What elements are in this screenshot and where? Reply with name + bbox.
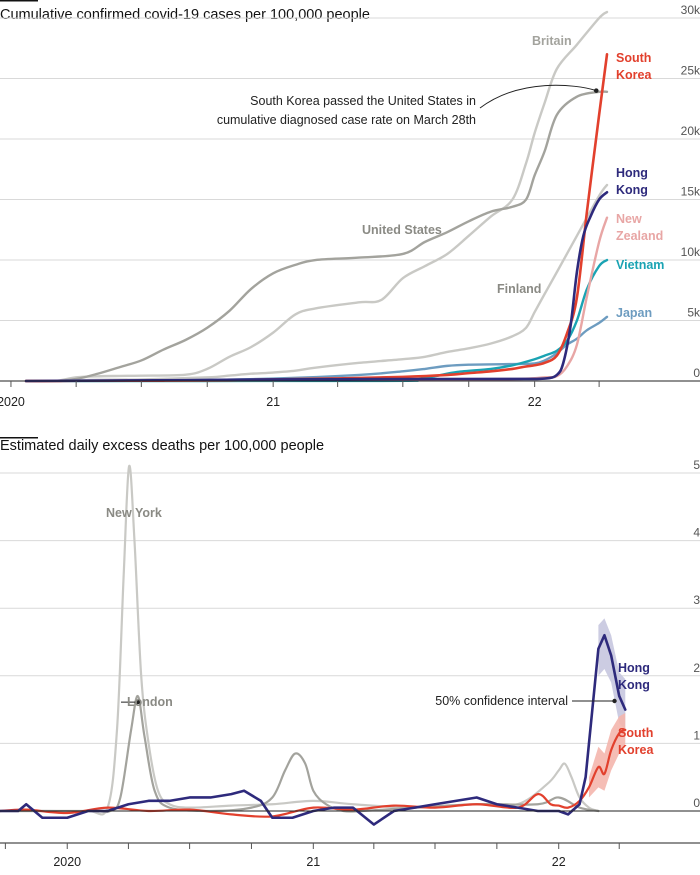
y-tick-label: 5 [693,458,700,472]
series-label-united-states: United States [362,223,442,237]
series-label-hong-kong: Hong Kong [616,166,648,197]
label-line: Korea [618,743,654,757]
x-tick-label: 2020 [53,855,81,869]
series-line-united-states [24,90,609,383]
label-line: Korea [616,68,652,82]
y-tick-label: 0 [693,796,700,810]
series-label-finland: Finland [497,282,541,296]
series-line-new-york [0,464,600,816]
y-tick-label: 20k [681,124,700,138]
y-tick-label: 5k [687,306,700,320]
x-tick-label: 21 [306,855,320,869]
series-line-london [0,694,600,814]
excess-deaths-chart: Estimated daily excess deaths per 100,00… [0,437,700,869]
y-tick-label: 30k [681,3,700,17]
x-tick-label: 22 [552,855,566,869]
annotation-text-line: cumulative diagnosed case rate on March … [217,113,476,127]
series-label-south-korea: South Korea [616,51,652,82]
series-line-britain [24,10,609,383]
x-tick-label: 21 [266,395,280,409]
excess-chart-title: Estimated daily excess deaths per 100,00… [0,438,324,454]
y-tick-label: 3 [693,593,700,607]
annotation-dot [593,88,599,93]
label-line: South [618,726,653,740]
series-label-london: London [127,695,173,709]
label-line: New [616,212,642,226]
label-line: Zealand [616,229,663,243]
series-line-hong-kong [0,633,627,826]
series-label-new-zealand: New Zealand [616,212,663,243]
title-rule [0,437,38,439]
series-line-japan [24,315,609,383]
y-tick-label: 25k [681,64,700,78]
cases-chart: Cumulative confirmed covid-19 cases per … [0,0,700,409]
annotation-text-line: South Korea passed the United States in [250,94,476,108]
label-line: Kong [616,183,648,197]
series-line-hong-kong [24,190,609,383]
label-line: South [616,51,651,65]
annotation-leader [479,84,597,109]
cases-chart-title: Cumulative confirmed covid-19 cases per … [0,7,370,23]
y-tick-label: 10k [681,245,700,259]
label-line: Kong [618,678,650,692]
title-rule [0,0,38,2]
series-label-britain: Britain [532,34,572,48]
confidence-band-hong-kong [598,618,626,730]
label-dot [135,699,141,705]
series-label-south-korea: South Korea [618,726,654,757]
ci-dot [612,698,617,704]
series-line-new-zealand [24,216,609,383]
y-tick-label: 1 [693,728,700,742]
y-tick-label: 0 [693,366,700,380]
series-label-new-york: New York [106,506,162,520]
confidence-band-south-korea [588,712,626,798]
series-label-japan: Japan [616,306,652,320]
y-tick-label: 15k [681,185,700,199]
label-line: Hong [616,166,648,180]
y-tick-label: 2 [693,661,700,675]
x-tick-label: 22 [528,395,542,409]
x-tick-label: 2020 [0,395,25,409]
series-label-vietnam: Vietnam [616,258,664,272]
label-line: Hong [618,661,650,675]
series-label-hong-kong: Hong Kong [618,661,650,692]
ci-annotation: 50% confidence interval [435,694,568,708]
y-tick-label: 4 [693,526,700,540]
